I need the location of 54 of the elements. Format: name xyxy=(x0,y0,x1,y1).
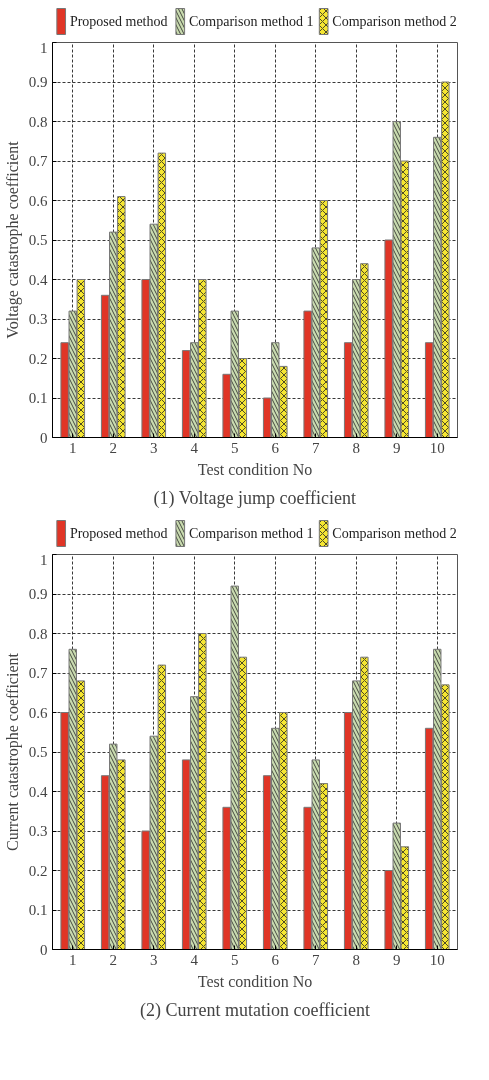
x-tick-label: 6 xyxy=(271,951,280,968)
y-tick-label: 0.1 xyxy=(28,902,48,918)
x-tick-label: 7 xyxy=(312,951,320,968)
legend-label: Comparison method 2 xyxy=(332,14,457,29)
y-tick-label: 0.3 xyxy=(28,311,48,327)
x-tick-label: 5 xyxy=(231,439,239,456)
y-tick-label: 0.4 xyxy=(28,271,48,288)
x-axis-title: Test condition No xyxy=(197,460,313,478)
y-tick-label: 0.2 xyxy=(28,862,48,879)
legend-label: Comparison method 1 xyxy=(188,14,314,29)
y-tick-label: 1 xyxy=(40,551,48,568)
y-axis-title: Current catastrophe coefficient xyxy=(3,652,22,851)
x-tick-label: 2 xyxy=(109,951,117,968)
text: (2) Current mutation coefficient xyxy=(139,999,371,1021)
x-tick-label: 9 xyxy=(393,439,401,456)
y-tick-label: 0.9 xyxy=(28,74,48,90)
x-tick-label: 10 xyxy=(429,439,445,456)
y-tick-label: 0.4 xyxy=(28,783,48,800)
y-tick-label: 0.3 xyxy=(28,823,48,839)
text: (1) Voltage jump coefficient xyxy=(153,487,357,509)
legend-label: Comparison method 1 xyxy=(188,526,314,541)
legend-label: Proposed method xyxy=(69,526,168,541)
y-tick-label: 0 xyxy=(40,941,48,958)
y-tick-label: 0.8 xyxy=(28,113,48,130)
legend-label: Proposed method xyxy=(69,14,168,29)
x-tick-label: 4 xyxy=(190,951,199,968)
y-tick-label: 0.6 xyxy=(28,192,48,209)
x-tick-label: 10 xyxy=(429,951,445,968)
y-axis-title: Voltage catastrophe coefficient xyxy=(3,140,22,339)
x-tick-label: 3 xyxy=(150,439,158,456)
y-tick-label: 0.9 xyxy=(28,586,48,602)
x-tick-label: 3 xyxy=(150,951,158,968)
y-tick-label: 0.2 xyxy=(28,350,48,367)
x-tick-label: 8 xyxy=(352,439,360,456)
y-tick-label: 0.7 xyxy=(28,665,48,681)
y-tick-label: 0.7 xyxy=(28,153,48,169)
x-tick-label: 9 xyxy=(393,951,401,968)
x-tick-label: 6 xyxy=(271,439,280,456)
x-tick-label: 2 xyxy=(109,439,117,456)
y-tick-label: 0.6 xyxy=(28,704,48,721)
x-tick-label: 1 xyxy=(69,951,77,968)
x-axis-title: Test condition No xyxy=(197,972,313,990)
y-tick-label: 0.8 xyxy=(28,625,48,642)
y-tick-label: 0 xyxy=(40,429,48,446)
legend-label: Comparison method 2 xyxy=(332,526,457,541)
y-tick-label: 0.1 xyxy=(28,390,48,406)
x-tick-label: 7 xyxy=(312,439,320,456)
x-tick-label: 1 xyxy=(69,439,77,456)
y-tick-label: 1 xyxy=(40,39,48,56)
x-tick-label: 5 xyxy=(231,951,239,968)
y-tick-label: 0.5 xyxy=(28,232,48,248)
x-tick-label: 4 xyxy=(190,439,199,456)
x-tick-label: 8 xyxy=(352,951,360,968)
y-tick-label: 0.5 xyxy=(28,744,48,760)
